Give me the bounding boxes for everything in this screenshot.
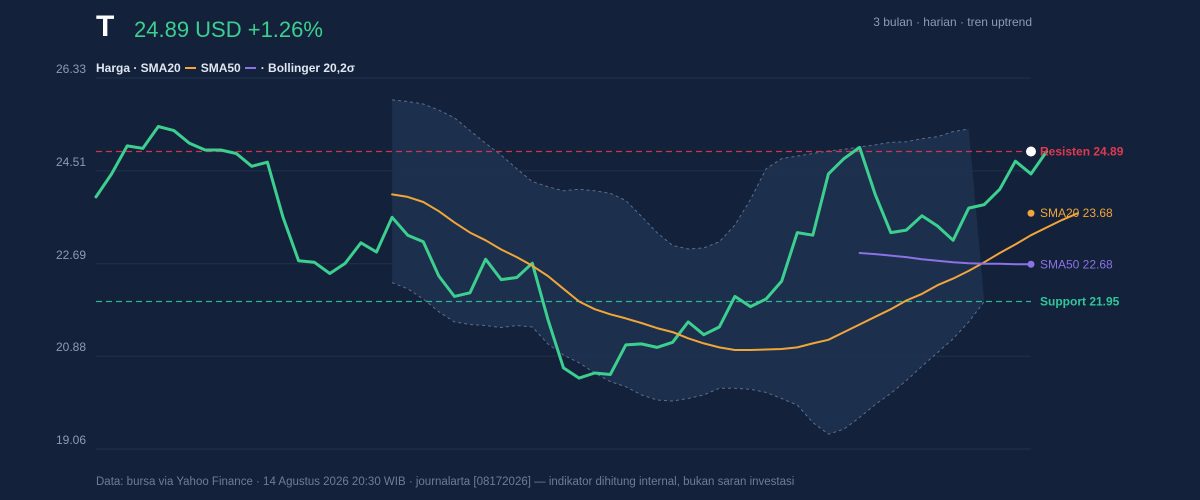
y-tick-label: 24.51 bbox=[56, 155, 86, 169]
support-label: Support 21.95 bbox=[1040, 295, 1120, 309]
legend-sma20-swatch bbox=[184, 67, 196, 69]
y-tick-label: 22.69 bbox=[56, 248, 86, 262]
y-tick-label: 19.06 bbox=[56, 433, 86, 447]
footer-source: Data: bursa via Yahoo Finance · 14 Agust… bbox=[96, 476, 795, 488]
harga-line bbox=[94, 125, 1049, 380]
sma50-end-marker bbox=[1027, 260, 1035, 268]
sma20-line bbox=[391, 193, 1079, 351]
sma50-end-label: SMA50 22.68 bbox=[1040, 257, 1113, 271]
legend-sma50-label: SMA50 bbox=[200, 61, 241, 75]
legend-sma50-swatch bbox=[244, 67, 256, 69]
resistance-label: Resisten 24.89 bbox=[1040, 144, 1124, 158]
price-end-marker bbox=[1026, 146, 1036, 157]
sma50-line bbox=[858, 252, 1032, 266]
sma20-end-label: SMA20 23.68 bbox=[1040, 206, 1113, 220]
y-tick-label: 26.33 bbox=[56, 62, 86, 76]
bollinger-lower-line bbox=[391, 282, 985, 435]
chart-meta: 3 bulan · harian · tren uptrend bbox=[873, 15, 1032, 29]
bollinger-band bbox=[392, 99, 985, 435]
y-tick-label: 20.88 bbox=[56, 340, 86, 354]
legend-price-label: Harga · SMA20 bbox=[96, 61, 181, 75]
ticker-symbol: T bbox=[96, 10, 115, 43]
legend: Harga · SMA20 SMA50 · Bollinger 20,2σ bbox=[96, 61, 355, 75]
sma20-end-marker bbox=[1027, 209, 1035, 217]
bollinger-upper-line bbox=[392, 99, 969, 250]
price-change: 24.89 USD +1.26% bbox=[134, 17, 323, 42]
legend-bollinger-label: · Bollinger 20,2σ bbox=[260, 61, 355, 75]
